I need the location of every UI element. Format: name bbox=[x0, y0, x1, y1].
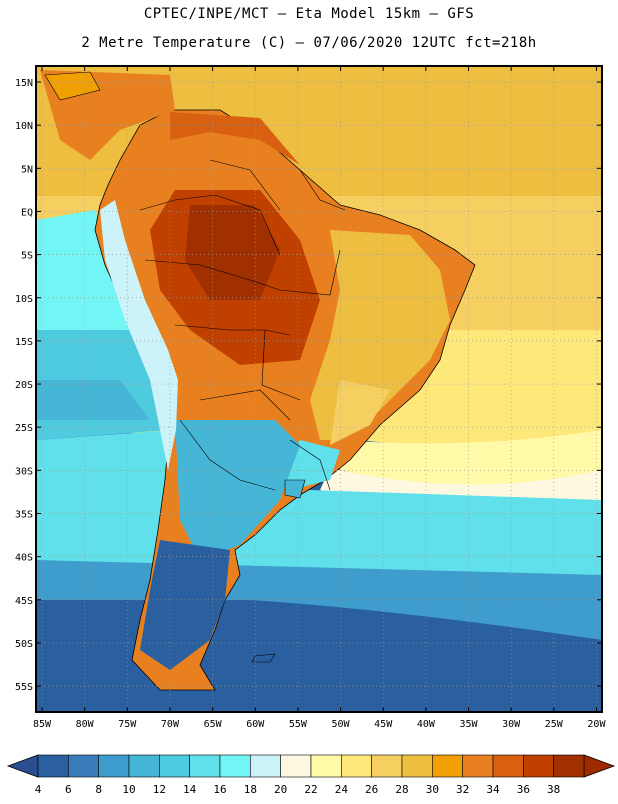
colorbar-swatch bbox=[280, 754, 312, 778]
lat-label: 50S bbox=[15, 639, 33, 650]
lon-label: 60W bbox=[246, 719, 265, 730]
lat-label: 30S bbox=[15, 466, 33, 477]
colorbar-label: 28 bbox=[395, 783, 408, 796]
colorbar-label: 32 bbox=[456, 783, 469, 796]
lon-label: 45W bbox=[374, 719, 393, 730]
axis-ticks bbox=[36, 66, 602, 712]
colorbar-swatch bbox=[553, 754, 585, 778]
colorbar-label: 18 bbox=[244, 783, 257, 796]
colorbar-label: 20 bbox=[274, 783, 287, 796]
lat-label: 40S bbox=[15, 553, 33, 564]
lat-label: 35S bbox=[15, 510, 33, 521]
map-frame bbox=[35, 65, 603, 713]
colorbar-label: 24 bbox=[335, 783, 349, 796]
lon-label: 75W bbox=[118, 719, 137, 730]
lat-label: 15S bbox=[15, 337, 33, 348]
colorbar-label: 34 bbox=[486, 783, 500, 796]
colorbar-swatch bbox=[371, 754, 403, 778]
colorbar-swatch bbox=[310, 754, 342, 778]
lat-label: 45S bbox=[15, 596, 33, 607]
lat-label: 55S bbox=[15, 682, 33, 693]
lat-label: 20S bbox=[15, 380, 33, 391]
colorbar-label: 36 bbox=[517, 783, 530, 796]
lon-label: 65W bbox=[204, 719, 223, 730]
colorbar-swatch bbox=[219, 754, 251, 778]
colorbar-label: 6 bbox=[65, 783, 72, 796]
lon-label: 85W bbox=[33, 719, 52, 730]
lat-label: 10S bbox=[15, 294, 33, 305]
colorbar-label: 14 bbox=[183, 783, 197, 796]
lon-label: 30W bbox=[502, 719, 521, 730]
colorbar-swatch bbox=[432, 754, 463, 778]
colorbar-swatch bbox=[189, 754, 221, 778]
colorbar-label: 8 bbox=[95, 783, 102, 796]
colorbar-swatch bbox=[462, 754, 494, 778]
lat-label: 5S bbox=[21, 251, 33, 262]
colorbar-swatch bbox=[128, 754, 160, 778]
lon-label: 70W bbox=[161, 719, 180, 730]
colorbar-swatch bbox=[37, 754, 69, 778]
lat-label: 15N bbox=[15, 78, 33, 89]
lon-label: 80W bbox=[76, 719, 95, 730]
chart-title-line2: 2 Metre Temperature (C) – 07/06/2020 12U… bbox=[81, 35, 537, 51]
colorbar-label: 12 bbox=[153, 783, 166, 796]
colorbar-label: 30 bbox=[426, 783, 439, 796]
colorbar-swatch bbox=[68, 754, 99, 778]
lat-label: EQ bbox=[21, 207, 33, 218]
lon-label: 50W bbox=[332, 719, 351, 730]
colorbar-high-arrow bbox=[583, 754, 616, 778]
colorbar-swatch bbox=[401, 754, 433, 778]
colorbar-label: 16 bbox=[213, 783, 226, 796]
temperature-field bbox=[36, 66, 602, 712]
lon-label: 20W bbox=[587, 719, 606, 730]
colorbar-label: 10 bbox=[122, 783, 135, 796]
colorbar-label: 22 bbox=[304, 783, 317, 796]
latitude-labels: 15N 10N 5N EQ 5S 10S 15S 20S 25S 30S 35S 40S 45S 50S 5… bbox=[15, 78, 33, 693]
chart-title-line1: CPTEC/INPE/MCT – Eta Model 15km – GFS bbox=[143, 6, 475, 22]
colorbar-label: 26 bbox=[365, 783, 378, 796]
longitude-labels: 85W 80W 75W 70W 65W 60W 55W 50W 45W 40W 35W 30W 25W 2… bbox=[33, 719, 606, 730]
lon-label: 40W bbox=[417, 719, 436, 730]
colorbar-low-arrow bbox=[6, 754, 39, 778]
lon-label: 35W bbox=[459, 719, 478, 730]
lat-label: 25S bbox=[15, 423, 33, 434]
lat-label: 10N bbox=[15, 121, 33, 132]
lon-label: 55W bbox=[289, 719, 308, 730]
colorbar: 4 6 8 10 12 14 16 18 20 22 24 26 28 30 32 34 36 38 bbox=[6, 754, 616, 796]
colorbar-swatch bbox=[341, 754, 372, 778]
colorbar-swatch bbox=[250, 754, 281, 778]
lat-label: 5N bbox=[21, 164, 33, 175]
colorbar-label: 38 bbox=[547, 783, 560, 796]
colorbar-swatch bbox=[492, 754, 524, 778]
lon-label: 25W bbox=[545, 719, 564, 730]
colorbar-swatch bbox=[523, 754, 554, 778]
colorbar-swatch bbox=[98, 754, 130, 778]
colorbar-label: 4 bbox=[35, 783, 42, 796]
colorbar-swatch bbox=[159, 754, 190, 778]
